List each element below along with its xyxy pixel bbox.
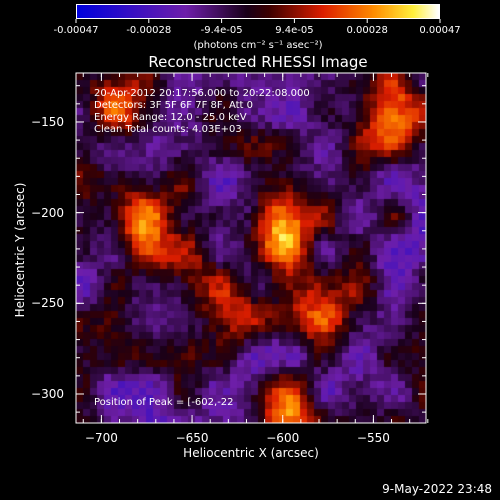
colorbar-tick-label: 0.00028: [346, 25, 388, 36]
axes-box: [75, 72, 427, 424]
annotation-detectors: Detectors: 3F 5F 6F 7F 8F, Att 0: [94, 100, 254, 111]
y-axis-label: Heliocentric Y (arcsec): [13, 182, 27, 318]
x-tick-label: −650: [175, 431, 209, 445]
colorbar-tick-label: -9.4e-05: [200, 25, 243, 36]
annotation-energy: Energy Range: 12.0 - 25.0 keV: [94, 112, 247, 123]
x-tick-label: −700: [84, 431, 118, 445]
colorbar-tick-label: 9.4e-05: [275, 25, 314, 36]
chart-title: Reconstructed RHESSI Image: [148, 53, 368, 71]
y-tick-label: −200: [31, 205, 64, 220]
colorbar: [76, 4, 440, 19]
x-tick-label: −550: [356, 431, 390, 445]
peak-position: Position of Peak = [-602,-22: [94, 397, 234, 408]
y-tick-label: −300: [31, 386, 64, 401]
rhessi-image: [76, 73, 426, 423]
footer-timestamp: 9-May-2022 23:48: [382, 482, 492, 496]
y-tick-label: −250: [31, 296, 64, 311]
colorbar-tick-label: 0.00047: [419, 25, 461, 36]
annotation-counts: Clean Total counts: 4.03E+03: [94, 124, 242, 135]
colorbar-tick-label: -0.00047: [53, 25, 99, 36]
colorbar-tick-label: -0.00028: [126, 25, 172, 36]
annotation-time: 20-Apr-2012 20:17:56.000 to 20:22:08.000: [94, 88, 310, 99]
colorbar-units: (photons cm⁻² s⁻¹ asec⁻²): [193, 40, 323, 51]
y-tick-label: −150: [31, 114, 64, 129]
x-axis-label: Heliocentric X (arcsec): [183, 446, 319, 460]
x-tick-label: −600: [266, 431, 300, 445]
